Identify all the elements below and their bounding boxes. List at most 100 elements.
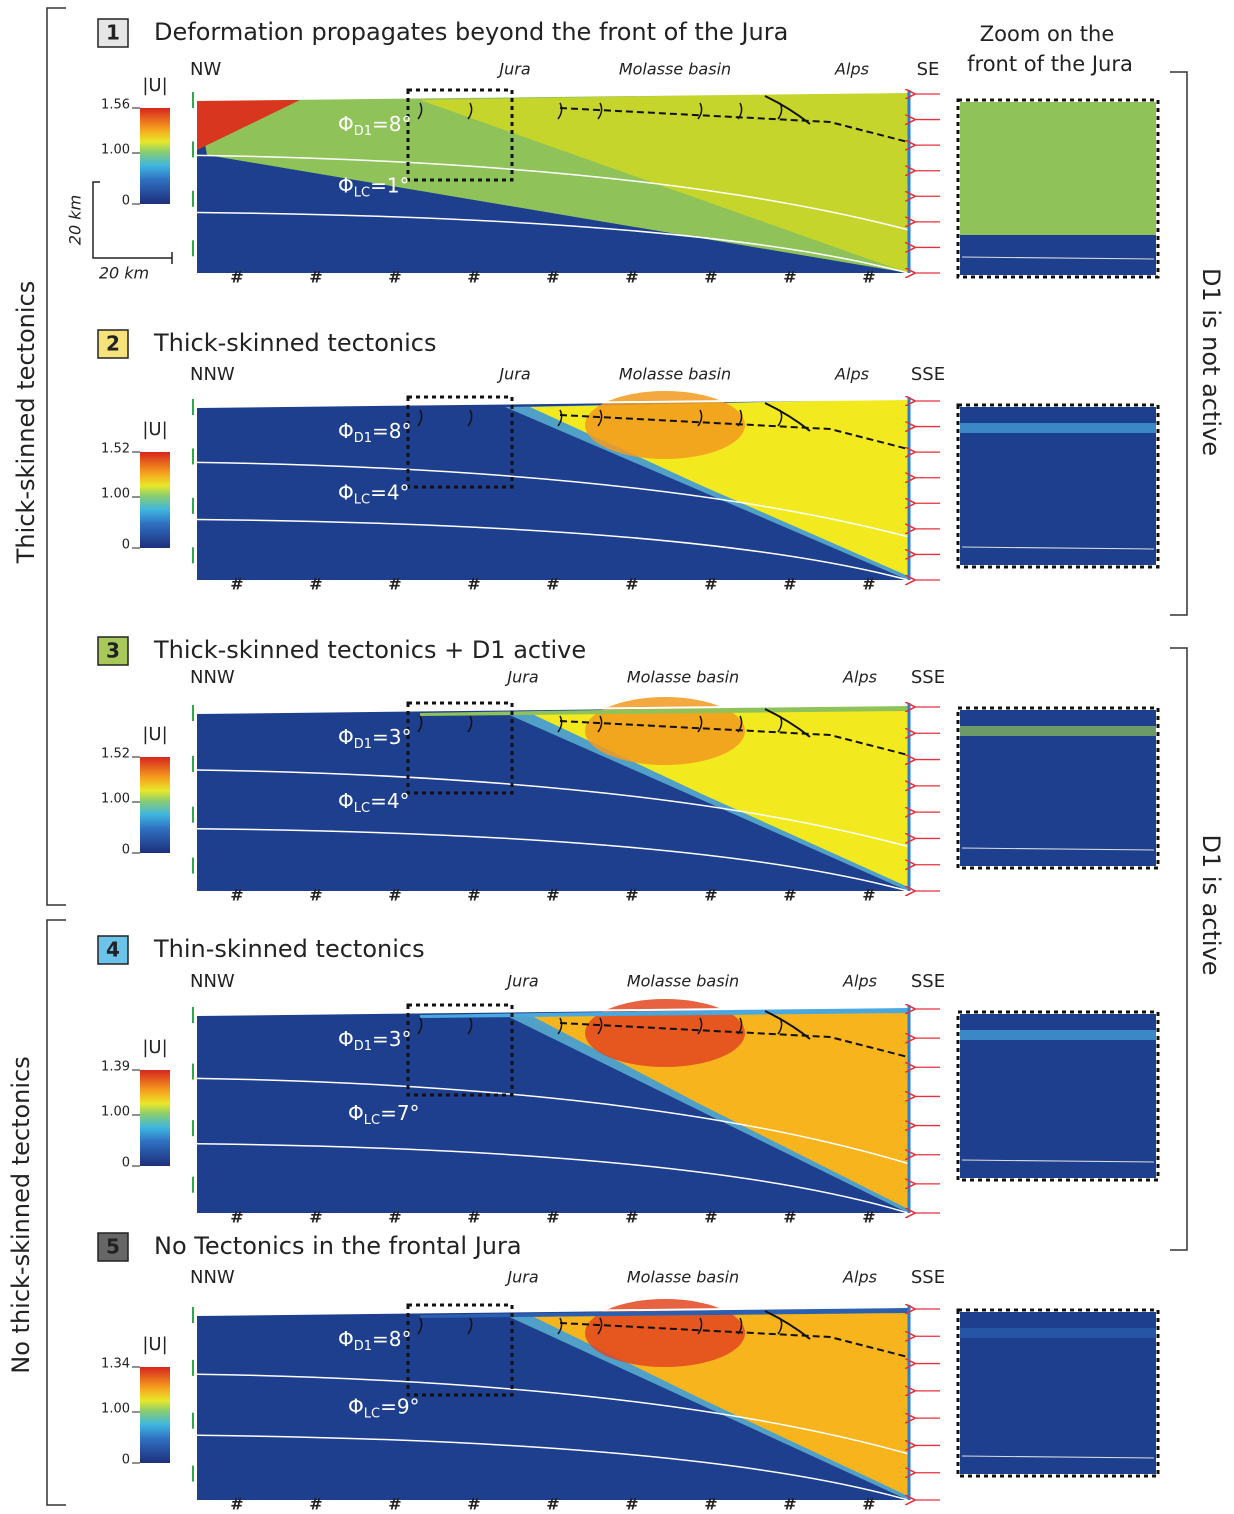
phi-symbol: Φ: [338, 480, 354, 504]
roller: #: [230, 268, 243, 287]
phi-symbol: Φ: [338, 419, 354, 443]
scale-label: 20 km: [66, 195, 85, 245]
panel-number: 3: [106, 639, 120, 663]
region-label: Molasse basin: [627, 668, 739, 687]
roller: #: [388, 1208, 401, 1227]
phi-subscript: LC: [354, 185, 370, 200]
phi-subscript: D1: [354, 124, 372, 139]
orientation-left: NW: [190, 59, 221, 80]
colorbar-tick-label: 1.39: [101, 1060, 130, 1075]
panel-title: Deformation propagates beyond the front …: [154, 18, 788, 46]
panel-number: 4: [106, 938, 120, 962]
scale-label: 20 km: [99, 264, 149, 283]
colorbar: [140, 1070, 170, 1166]
region-label: Jura: [504, 972, 538, 991]
roller: #: [862, 268, 875, 287]
phi-label: ΦD1=8°: [338, 112, 412, 139]
colorbar-tick-label: 1.56: [101, 98, 130, 113]
region-label: Alps: [834, 60, 869, 79]
phi-label: ΦLC=7°: [348, 1101, 420, 1128]
colorbar: [140, 452, 170, 548]
roller: #: [546, 886, 559, 905]
region-label: Alps: [834, 365, 869, 384]
panel-title: No Tectonics in the frontal Jura: [154, 1232, 522, 1260]
phi-label: ΦLC=1°: [338, 173, 410, 200]
roller: #: [467, 268, 480, 287]
side-label: Thick-skinned tectonics: [12, 281, 40, 564]
orientation-right: SSE: [911, 667, 945, 688]
region-label: Molasse basin: [627, 1268, 739, 1287]
phi-symbol: Φ: [348, 1394, 364, 1418]
region-label: Jura: [504, 668, 538, 687]
roller: #: [230, 575, 243, 594]
phi-subscript: D1: [354, 431, 372, 446]
phi-symbol: Φ: [338, 1027, 354, 1051]
zoom-layer: [960, 423, 1156, 433]
roller: #: [546, 1208, 559, 1227]
roller: #: [625, 575, 638, 594]
zoom-layer: [960, 1030, 1156, 1040]
panel-title: Thick-skinned tectonics: [153, 329, 436, 357]
phi-value: =8°: [372, 112, 411, 136]
colorbar-tick-label: 0: [122, 194, 130, 209]
orientation-left: NNW: [190, 667, 235, 688]
roller: #: [862, 1208, 875, 1227]
colorbar-tick-label: 0: [122, 1453, 130, 1468]
zoom-layer: [960, 235, 1156, 275]
phi-value: =3°: [372, 1027, 411, 1051]
phi-subscript: LC: [364, 1113, 380, 1128]
roller: #: [388, 1495, 401, 1511]
roller: #: [783, 1208, 796, 1227]
orientation-right: SSE: [911, 364, 945, 385]
roller: #: [862, 1495, 875, 1511]
roller: #: [625, 268, 638, 287]
roller: #: [546, 575, 559, 594]
colorbar: [140, 108, 170, 204]
colorbar-tick-label: 0: [122, 843, 130, 858]
roller: #: [467, 1208, 480, 1227]
roller: #: [230, 1495, 243, 1511]
phi-symbol: Φ: [338, 1327, 354, 1351]
page: Thick-skinned tectonics No thick-skinned…: [0, 0, 1234, 1514]
roller: #: [783, 886, 796, 905]
phi-subscript: LC: [354, 801, 370, 816]
roller: #: [625, 1208, 638, 1227]
colorbar-tick-label: 1.52: [101, 442, 130, 457]
roller: #: [309, 1208, 322, 1227]
region-label: Jura: [504, 1268, 538, 1287]
bracket: [47, 8, 66, 905]
region-label: Alps: [842, 668, 877, 687]
zoom-layer: [960, 1328, 1156, 1338]
colorbar-label: |U|: [142, 75, 167, 96]
colorbar-tick-label: 1.00: [101, 792, 130, 807]
roller: #: [625, 1495, 638, 1511]
colorbar-label: |U|: [142, 724, 167, 745]
phi-symbol: Φ: [348, 1101, 364, 1125]
panel-title: Thin-skinned tectonics: [153, 935, 425, 963]
side-label: D1 is active: [1197, 834, 1225, 975]
region-label: Jura: [496, 365, 530, 384]
panel-number: 2: [106, 332, 120, 356]
roller: #: [467, 1495, 480, 1511]
phi-value: =4°: [370, 480, 409, 504]
panel-number: 5: [106, 1235, 120, 1259]
side-label: No thick-skinned tectonics: [7, 1056, 35, 1373]
roller: #: [309, 1495, 322, 1511]
phi-label: ΦLC=4°: [338, 789, 410, 816]
roller: #: [783, 1495, 796, 1511]
roller: #: [546, 268, 559, 287]
phi-value: =7°: [380, 1101, 419, 1125]
roller: #: [388, 886, 401, 905]
colorbar-tick-label: 1.52: [101, 747, 130, 762]
bracket: [47, 920, 66, 1505]
colorbar-tick-label: 0: [122, 538, 130, 553]
colorbar: [140, 757, 170, 853]
side-label: D1 is not active: [1197, 268, 1225, 456]
roller: #: [230, 1208, 243, 1227]
colorbar-tick-label: 1.00: [101, 487, 130, 502]
colorbar-tick-label: 1.00: [101, 143, 130, 158]
orientation-left: NNW: [190, 364, 235, 385]
zoom-layer: [960, 726, 1156, 736]
roller: #: [309, 575, 322, 594]
phi-value: =9°: [380, 1394, 419, 1418]
